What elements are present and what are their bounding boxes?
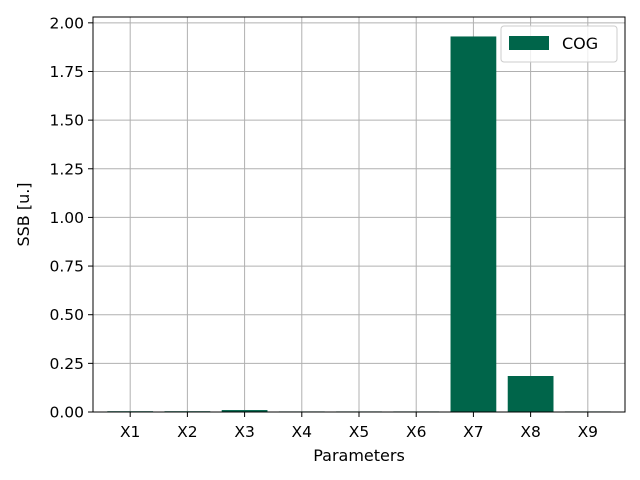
legend-box: [500, 25, 618, 63]
bar-x3: [221, 410, 268, 412]
y-tick-label: 1.75: [49, 63, 84, 81]
y-tick-label: 2.00: [49, 14, 84, 32]
y-tick-label: 0.25: [49, 355, 84, 373]
y-tick-label: 1.00: [49, 209, 84, 227]
legend: COG: [500, 25, 618, 63]
y-tick-label: 0.50: [49, 306, 84, 324]
legend-swatch: [509, 36, 549, 50]
x-tick-label: X5: [349, 423, 369, 441]
bar-x7: [450, 36, 497, 412]
x-tick-label: X7: [463, 423, 483, 441]
x-tick-label: X3: [234, 423, 254, 441]
y-axis-label: SSB [u.]: [14, 182, 33, 246]
x-axis-label: Parameters: [313, 446, 405, 465]
y-tick-label: 1.25: [49, 160, 84, 178]
y-tick-label: 0.00: [49, 404, 84, 422]
y-tick-label: 1.50: [49, 112, 84, 130]
grid: [93, 17, 625, 413]
x-tick-label: X2: [177, 423, 197, 441]
axis-ticks: 0.00 0.25 0.50 0.75 1.00 1.25 1.50 1.75 2.00 X1 X2…: [49, 14, 598, 441]
y-tick-label: 0.75: [49, 258, 84, 276]
x-tick-label: X9: [578, 423, 598, 441]
x-tick-label: X8: [520, 423, 540, 441]
legend-label: COG: [562, 34, 598, 53]
bar-x8: [507, 376, 554, 412]
bars: [107, 36, 611, 412]
x-tick-label: X4: [292, 423, 312, 441]
x-tick-label: X6: [406, 423, 426, 441]
x-tick-label: X1: [120, 423, 140, 441]
